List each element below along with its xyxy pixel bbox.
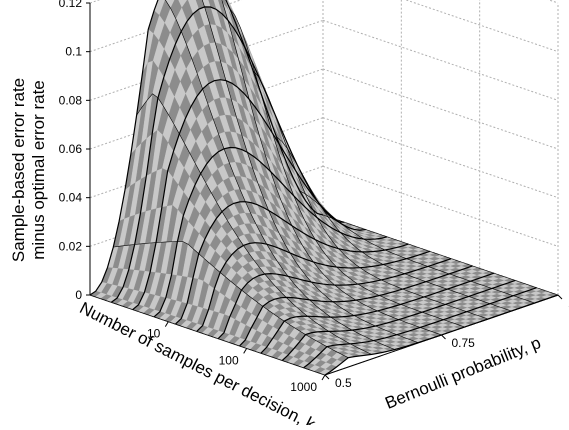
x-tick-label: 100 [219,353,239,367]
z-tick-label: 0 [75,288,82,302]
surface-mesh-line-p [221,0,442,336]
z-axis-label-line-2: minus optimal error rate [29,80,48,260]
grid-line-back-wall [404,0,559,53]
z-tick-label: 0.1 [65,45,82,59]
z-tick-label: 0.02 [59,239,83,253]
z-tick-label: 0.08 [59,93,83,107]
y-tick-mark [324,374,330,380]
surface-mesh-line-p [165,0,396,350]
surface-mesh [89,0,559,376]
tick-labels: 0 0.02 0.04 0.06 0.08 0.1 0.12 10 100 1000 0.5 0.75… [59,0,569,394]
surface-mesh-line-p [89,294,326,376]
x-tick-label: 1000 [290,380,317,394]
x-tick-mark [321,374,326,381]
z-axis-label-line-1: Sample-based error rate [9,78,28,262]
surface-mesh-line-p [229,8,465,328]
grid-line-left-wall [89,19,324,101]
z-tick-label: 0.06 [59,142,83,156]
grid-line-back-wall [322,165,559,247]
y-tick-label: 0.75 [452,336,476,350]
y-tick-label: 0.5 [335,376,352,390]
surface-mesh-line-p [276,136,512,312]
grid-line-back-wall [322,68,559,150]
grid-line-back-wall [322,117,559,199]
z-axis-label: Sample-based error rate minus optimal er… [9,78,48,262]
grid-line-left-wall [89,68,324,150]
surface-mesh-line-p [113,241,349,358]
grid-line-back-wall [547,0,559,4]
surface-mesh-line-p [201,0,419,343]
x-tick-mark [243,348,248,354]
z-tick-label: 0.04 [59,191,83,205]
grid-line-back-wall [322,19,559,101]
y-tick-mark [441,334,446,340]
x-tick-label: 10 [147,327,161,341]
surface-mesh-line-p [136,93,372,355]
surface-mesh-line-k [89,0,324,296]
z-tick-label: 0.12 [59,0,83,10]
surface-mesh-line-p [322,214,559,296]
x-tick-mark [164,321,169,327]
surface-mesh-line-p [299,190,535,304]
grid-line-left-wall [89,0,243,53]
surface-mesh-line-p [252,70,489,320]
y-tick-mark [557,294,563,300]
